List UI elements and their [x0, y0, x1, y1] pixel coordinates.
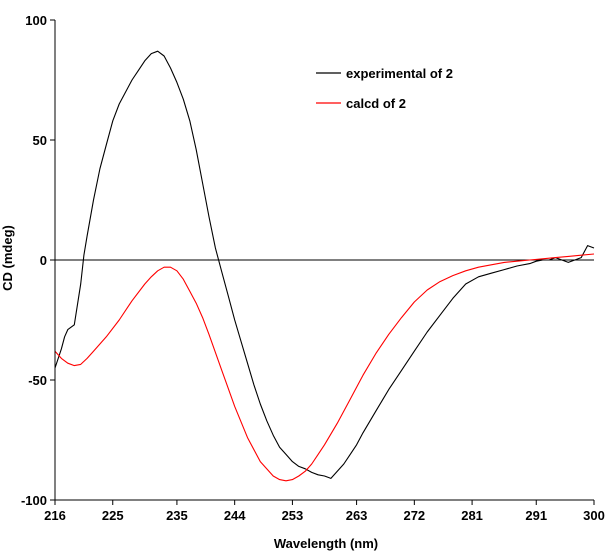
x-tick-label: 263	[346, 508, 368, 523]
x-tick-label: 281	[461, 508, 483, 523]
x-tick-label: 244	[224, 508, 246, 523]
legend-label: calcd of 2	[346, 96, 406, 111]
legend-label: experimental of 2	[346, 66, 453, 81]
y-axis-title: CD (mdeg)	[0, 225, 15, 291]
x-tick-label: 216	[44, 508, 66, 523]
x-tick-label: 235	[166, 508, 188, 523]
x-tick-label: 300	[583, 508, 605, 523]
y-tick-label: 50	[33, 133, 47, 148]
y-tick-label: -100	[21, 493, 47, 508]
x-tick-label: 225	[102, 508, 124, 523]
legend: experimental of 2 calcd of 2	[316, 66, 453, 111]
x-axis-title: Wavelength (nm)	[274, 536, 378, 551]
series-line-experimental	[54, 50, 595, 479]
x-tick-label: 253	[282, 508, 304, 523]
y-tick-label: 100	[25, 13, 47, 28]
x-tick-label: 291	[525, 508, 547, 523]
x-tick-label: 272	[403, 508, 425, 523]
series-line-calcd	[54, 253, 595, 482]
y-tick-label: 0	[40, 253, 47, 268]
y-tick-label: -50	[28, 373, 47, 388]
